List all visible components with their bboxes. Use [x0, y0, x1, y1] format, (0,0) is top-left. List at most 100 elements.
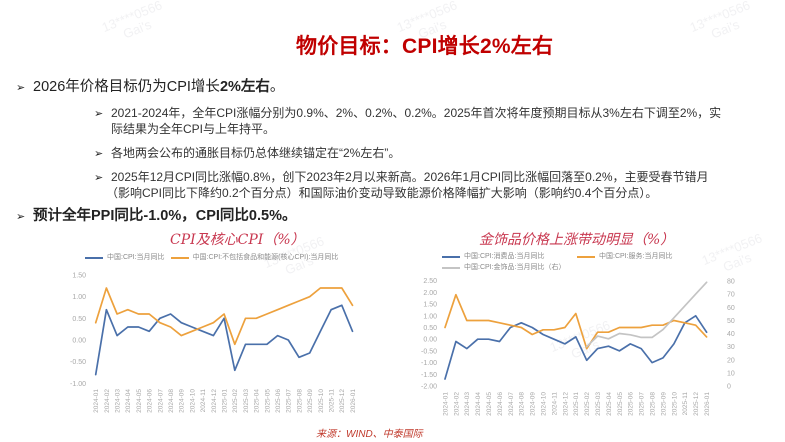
x-axis-tick-label: 2024-11 [200, 389, 207, 413]
watermark: 13****0566 Gai's [699, 230, 769, 281]
source-note: 来源：WIND、中泰国际 [316, 429, 423, 440]
legend-swatch-orange [577, 256, 595, 258]
x-axis-tick-label: 2024-09 [179, 389, 186, 413]
series-line [94, 304, 354, 376]
slide-title: 物价目标：CPI增长2%左右 [296, 35, 554, 58]
sub-bullet-line: 2025年12月CPI同比涨幅0.8%，创下2023年2月以来新高。2026年1… [111, 170, 709, 184]
x-axis-tick-label: 2025-02 [584, 392, 591, 416]
main-bullet-forecast: 预计全年PPI同比-1.0%，CPI同比0.5%。 [33, 208, 297, 224]
x-axis-tick-label: 2025-08 [296, 389, 303, 413]
legend-swatch-orange [170, 257, 189, 259]
sub-bullet-line: （影响CPI同比下降约0.2个百分点）和国际油价变动导致能源价格降幅扩大影响（影… [106, 186, 658, 200]
x-axis-tick-label: 2025-06 [275, 389, 282, 413]
bullet-text-bold: 2%左右 [219, 79, 270, 95]
y2-axis-tick-label: 70 [727, 292, 735, 299]
watermark-line: Gai's [708, 16, 742, 42]
y-axis-tick-label: 1.50 [423, 302, 437, 309]
x-axis-tick-label: 2024-11 [551, 392, 558, 416]
sub-bullet-arrow-icon: ➢ [94, 172, 104, 184]
y-axis-tick-label: -2.00 [421, 384, 437, 391]
sub-bullet-history: 2021-2024年，全年CPI涨幅分别为0.9%、2%、0.2%、0.2%。2… [111, 105, 721, 137]
legend-label: 中国:CPI:当月同比 [107, 254, 165, 261]
legend-label: 中国:CPI:服务:当月同比 [599, 253, 673, 260]
chart-title-gold-jewelry: 金饰品价格上涨带动明显（%） [479, 232, 675, 248]
x-axis-tick-label: 2025-08 [650, 392, 657, 416]
x-axis-tick-label: 2025-03 [243, 389, 250, 413]
y2-axis-tick-label: 40 [727, 331, 735, 338]
series-line [444, 314, 708, 380]
chart-legend-item-services: 中国:CPI:服务:当月同比 [577, 252, 673, 262]
y2-axis-tick-label: 60 [727, 305, 735, 312]
y-axis-tick-label: 1.50 [72, 273, 86, 280]
x-axis-tick-label: 2025-02 [232, 389, 239, 413]
watermark: 13****0566 Gai's [547, 317, 617, 368]
y-axis-tick-label: -1.00 [70, 381, 86, 388]
series-line [585, 281, 708, 348]
sub-bullet-line: 2021-2024年，全年CPI涨幅分别为0.9%、2%、0.2%、0.2%。2… [111, 106, 722, 120]
x-axis-tick-label: 2024-04 [475, 392, 482, 416]
y-axis-tick-label: 2.50 [423, 278, 437, 285]
x-axis-tick-label: 2026-01 [704, 392, 711, 416]
x-axis-tick-label: 2025-05 [617, 392, 624, 416]
x-axis-tick-label: 2024-09 [530, 392, 537, 416]
x-axis-tick-label: 2025-10 [318, 389, 325, 413]
x-axis-tick-label: 2025-05 [264, 389, 271, 413]
y-axis-tick-label: 0.00 [423, 337, 437, 344]
y-axis-tick-label: 1.00 [72, 294, 86, 301]
x-axis-tick-label: 2025-07 [639, 392, 646, 416]
series-line [444, 293, 708, 350]
watermark-line: 13****0566 [547, 317, 613, 355]
x-axis-tick-label: 2024-06 [497, 392, 504, 416]
legend-swatch-blue [85, 257, 103, 259]
chart-title-cpi-core: CPI及核心CPI（%） [170, 232, 305, 248]
x-axis-tick-label: 2025-07 [286, 389, 293, 413]
sub-bullet-local-targets: 各地两会公布的通胀目标仍总体继续锚定在“2%左右”。 [111, 145, 400, 161]
legend-swatch-gray [442, 267, 460, 269]
x-axis-tick-label: 2025-03 [595, 392, 602, 416]
x-axis-tick-label: 2024-12 [211, 389, 218, 413]
y-axis-tick-label: 0.50 [423, 325, 437, 332]
x-axis-tick-label: 2025-12 [693, 392, 700, 416]
x-axis-tick-label: 2024-08 [168, 389, 175, 413]
watermark-line: Gai's [120, 16, 154, 42]
x-axis-tick-label: 2024-05 [136, 389, 143, 413]
y2-axis-tick-label: 80 [727, 279, 735, 286]
y-axis-tick-label: 0.00 [72, 338, 86, 345]
x-axis-tick-label: 2025-12 [339, 389, 346, 413]
x-axis-tick-label: 2024-07 [508, 392, 515, 416]
y2-axis-tick-label: 20 [727, 357, 735, 364]
watermark-line: 13****0566 [699, 230, 765, 268]
x-axis-tick-label: 2024-07 [157, 389, 164, 413]
sub-bullet-arrow-icon: ➢ [94, 148, 104, 160]
x-axis-tick-label: 2024-08 [519, 392, 526, 416]
x-axis-tick-label: 2025-09 [307, 389, 314, 413]
x-axis-tick-label: 2024-03 [115, 389, 122, 413]
x-axis-tick-label: 2024-10 [541, 392, 548, 416]
chart-legend-item-goods: 中国:CPI:消费品:当月同比 [442, 252, 545, 262]
series-line [94, 287, 354, 346]
x-axis-tick-label: 2024-01 [442, 392, 449, 416]
x-axis-tick-label: 2025-10 [671, 392, 678, 416]
x-axis-tick-label: 2025-01 [222, 389, 229, 413]
y-axis-tick-label: -1.00 [421, 360, 437, 367]
watermark-line: 13****0566 [687, 0, 753, 35]
x-axis-tick-label: 2024-03 [464, 392, 471, 416]
chart-legend-cpi-core: 中国:CPI:当月同比 中国:CPI:不包括食品和能源(核心CPI):当月同比 [85, 253, 338, 263]
sub-bullet-line: 各地两会公布的通胀目标仍总体继续锚定在“2%左右”。 [111, 146, 401, 160]
y-axis-tick-label: 1.00 [423, 313, 437, 320]
y-axis-tick-label: -0.50 [421, 348, 437, 355]
chart-legend-item-gold: 中国:CPI:金饰品:当月同比（右） [442, 263, 566, 273]
watermark-line: Gai's [720, 249, 754, 275]
x-axis-tick-label: 2025-01 [573, 392, 580, 416]
y-axis-tick-label: -1.50 [421, 372, 437, 379]
watermark-line: 13****0566 [394, 0, 460, 35]
x-axis-tick-label: 2024-06 [147, 389, 154, 413]
y-axis-tick-label: -0.50 [70, 359, 86, 366]
watermark: 13****0566 Gai's [100, 0, 169, 48]
y2-axis-tick-label: 30 [727, 344, 735, 351]
y-axis-tick-label: 2.00 [423, 290, 437, 297]
x-axis-tick-label: 2025-06 [628, 392, 635, 416]
main-bullet-cpi-target: 2026年价格目标仍为CPI增长2%左右。 [33, 78, 284, 96]
x-axis-tick-label: 2026-01 [350, 389, 357, 413]
x-axis-tick-label: 2024-05 [486, 392, 493, 416]
